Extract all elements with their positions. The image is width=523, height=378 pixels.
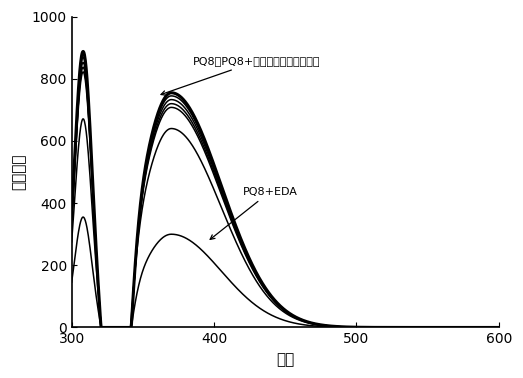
X-axis label: 波长: 波长 <box>276 352 294 367</box>
Text: PQ8、PQ8+其他有机挥发性化合物: PQ8、PQ8+其他有机挥发性化合物 <box>161 56 320 95</box>
Text: PQ8+EDA: PQ8+EDA <box>210 187 298 239</box>
Y-axis label: 荧光强度: 荧光强度 <box>11 154 26 190</box>
